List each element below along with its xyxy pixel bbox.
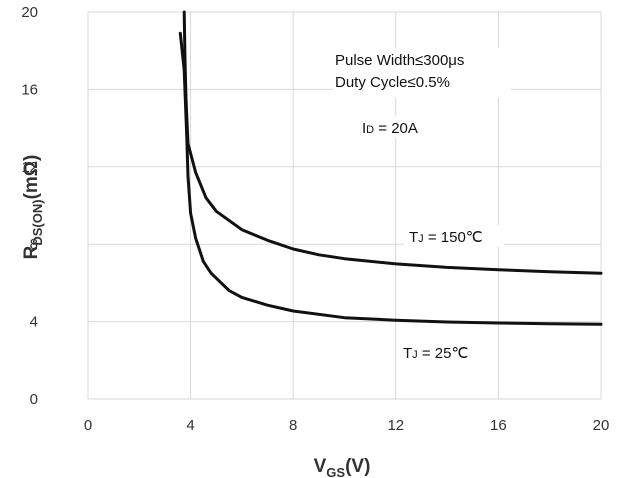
t150-main: T: [409, 229, 418, 246]
y-tick-label: 16: [21, 81, 38, 98]
grid: [87, 11, 602, 400]
x-label-sub: GS: [326, 465, 345, 478]
x-label-main: V: [314, 456, 327, 477]
annotation-tj-25: TJ = 25℃: [403, 345, 468, 362]
annotation-duty-cycle: Duty Cycle≤0.5%: [335, 74, 450, 91]
y-tick-label: 0: [30, 391, 38, 408]
annotation-drain-current: ID = 20A: [362, 120, 418, 137]
annotation-box: [333, 48, 511, 98]
x-tick-label: 0: [84, 417, 92, 434]
x-tick-label: 12: [387, 417, 404, 434]
id-sub: D: [366, 124, 374, 136]
y-tick-label: 12: [21, 159, 38, 176]
id-main: I: [362, 120, 366, 137]
x-axis-label: VGS(V): [314, 456, 371, 478]
x-tick-label: 8: [289, 417, 297, 434]
t150-tail: = 150℃: [424, 229, 483, 246]
annotation-t25-bg: [398, 341, 490, 363]
t25-sub: J: [412, 349, 418, 361]
y-label-sub: DS(ON): [30, 199, 45, 245]
y-axis-label: RDS(ON)(mΩ): [21, 155, 45, 260]
t25-tail: = 25℃: [418, 345, 469, 362]
y-tick-label: 4: [30, 314, 38, 331]
y-tick-label: 20: [21, 4, 38, 21]
x-tick-label: 16: [490, 417, 507, 434]
annotation-tj-150: TJ = 150℃: [409, 229, 483, 246]
annotation-t150-bg: [404, 225, 504, 247]
x-tick-label: 4: [186, 417, 194, 434]
annotation-id-bg: [355, 116, 460, 138]
y-label-main: R: [21, 245, 42, 259]
t25-main: T: [403, 345, 412, 362]
series-line-1: [178, 31, 603, 326]
y-tick-label: 8: [30, 236, 38, 253]
series-group: [178, 10, 603, 326]
annotation-pulse-width: Pulse Width≤300μs: [335, 52, 464, 69]
id-tail: = 20A: [374, 120, 418, 137]
tick-labels: 0 4 8 12 16 20 0 4 8 12 16 20: [21, 4, 609, 434]
t150-sub: J: [418, 233, 424, 245]
y-label-tail: (mΩ): [21, 155, 42, 200]
x-tick-label: 20: [593, 417, 610, 434]
x-label-tail: (V): [345, 456, 370, 477]
